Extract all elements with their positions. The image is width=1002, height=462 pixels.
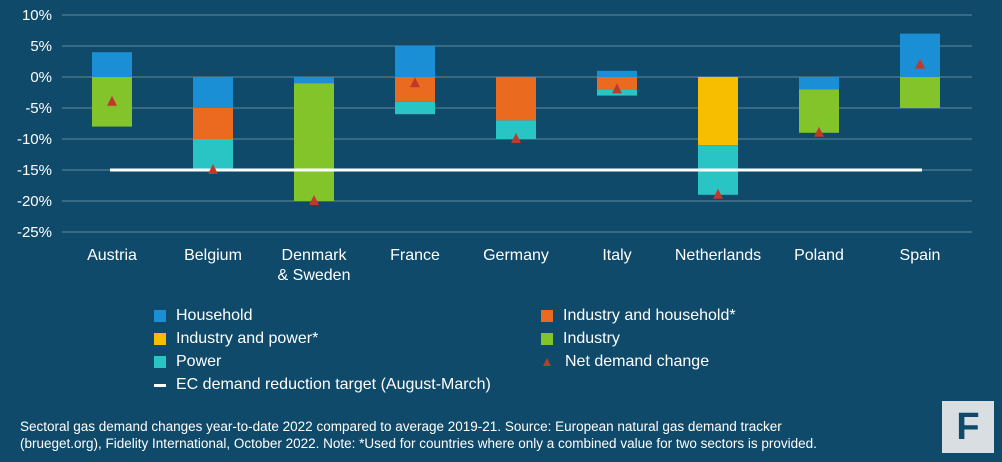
bar-segment bbox=[900, 33, 940, 77]
logo-glyph: F bbox=[956, 406, 980, 448]
legend-swatch-industry-power bbox=[154, 333, 166, 345]
footnote: Sectoral gas demand changes year-to-date… bbox=[20, 418, 910, 452]
x-category-label: Denmark & Sweden bbox=[278, 247, 351, 284]
net-demand-marker bbox=[612, 83, 622, 94]
y-tick-label: 5% bbox=[30, 38, 52, 55]
legend-target: EC demand reduction target (August-March… bbox=[154, 376, 491, 394]
legend-swatch-industry bbox=[541, 333, 553, 345]
legend-label: EC demand reduction target (August-March… bbox=[176, 376, 491, 393]
legend-power: Power bbox=[154, 353, 221, 371]
y-tick-label: -15% bbox=[17, 162, 52, 179]
y-tick-label: -20% bbox=[17, 193, 52, 210]
bar-segment bbox=[193, 77, 233, 108]
x-category-label: Austria bbox=[87, 247, 137, 264]
y-tick-label: -10% bbox=[17, 131, 52, 148]
x-category-label: Poland bbox=[794, 247, 844, 264]
y-tick-label: 0% bbox=[30, 69, 52, 86]
net-demand-marker bbox=[107, 95, 117, 106]
bar-segment bbox=[698, 77, 738, 146]
x-category-label: Italy bbox=[602, 247, 631, 264]
legend-industry-household: Industry and household* bbox=[541, 307, 736, 325]
legend-label: Industry and household* bbox=[563, 307, 736, 324]
chart: 10% 5% 0% -5% -10% -15% -20% -25% Austria Belgium… bbox=[17, 7, 972, 284]
bar-segment bbox=[597, 70, 637, 77]
fidelity-logo: F bbox=[942, 401, 994, 453]
net-demand-marker bbox=[410, 77, 420, 88]
legend-net-demand: Net demand change bbox=[541, 353, 709, 371]
bar-segment bbox=[395, 46, 435, 77]
bar-segment bbox=[597, 77, 637, 90]
net-demand-marker bbox=[814, 126, 824, 137]
x-category-label: France bbox=[390, 247, 440, 264]
legend-industry-power: Industry and power* bbox=[154, 330, 318, 348]
legend-household: Household bbox=[154, 307, 253, 325]
net-demand-marker bbox=[208, 164, 218, 174]
bar-segment bbox=[92, 52, 132, 77]
legend-swatch-power bbox=[154, 356, 166, 368]
bar-segment bbox=[193, 108, 233, 139]
footnote-line-1: Sectoral gas demand changes year-to-date… bbox=[20, 419, 782, 434]
net-demand-marker bbox=[915, 58, 925, 69]
bar-segment bbox=[799, 89, 839, 133]
legend-label: Net demand change bbox=[565, 353, 710, 370]
bar-segment bbox=[294, 83, 334, 201]
net-demand-marker bbox=[309, 195, 319, 205]
bar-segment bbox=[496, 120, 536, 139]
bar-segment bbox=[900, 77, 940, 108]
bar-segment bbox=[294, 77, 334, 84]
x-category-label: Belgium bbox=[184, 247, 242, 264]
y-tick-label: 10% bbox=[22, 7, 52, 24]
legend-label: Power bbox=[176, 353, 222, 370]
net-demand-marker bbox=[713, 188, 723, 199]
net-demand-marker bbox=[511, 133, 521, 143]
y-tick-label: -25% bbox=[17, 224, 52, 241]
legend-label: Household bbox=[176, 307, 253, 324]
legend-label: Industry and power* bbox=[176, 330, 319, 347]
bar-segment bbox=[395, 101, 435, 115]
triangle-icon bbox=[543, 358, 551, 366]
legend-label: Industry bbox=[563, 330, 620, 347]
x-category-label: Netherlands bbox=[675, 247, 761, 264]
x-category-label: Spain bbox=[900, 247, 941, 264]
legend-swatch-industry-household bbox=[541, 310, 553, 322]
footnote-line-2: (brueget.org), Fidelity International, O… bbox=[20, 436, 817, 451]
bar-segment bbox=[496, 77, 536, 121]
bar-segment bbox=[799, 77, 839, 90]
legend-line-target bbox=[154, 383, 166, 387]
legend-industry: Industry bbox=[541, 330, 620, 348]
x-category-label: Germany bbox=[483, 247, 549, 264]
legend-swatch-household bbox=[154, 310, 166, 322]
y-tick-label: -5% bbox=[25, 100, 52, 117]
